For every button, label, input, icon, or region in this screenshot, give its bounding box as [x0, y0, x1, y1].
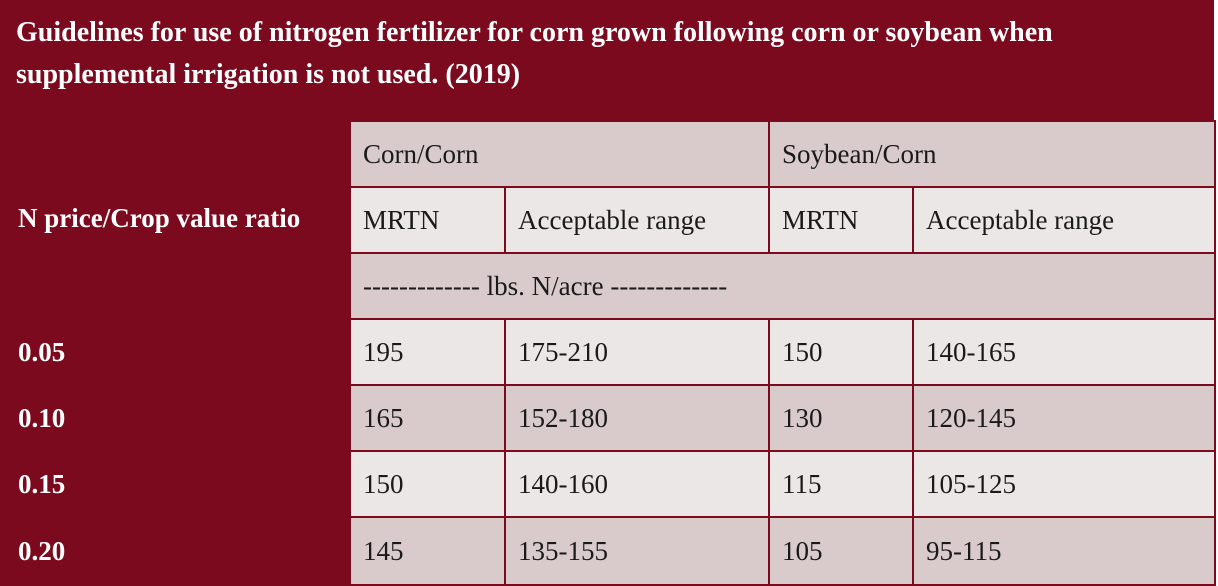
units: ------------- lbs. N/acre -------------: [348, 252, 1217, 320]
data-cell: 140-165: [912, 318, 1217, 386]
table-title: Guidelines for use of nitrogen fertilize…: [16, 17, 1053, 90]
subheader: MRTN: [768, 186, 915, 254]
row-label-header: N price/Crop value ratio: [0, 186, 351, 320]
subheader: Acceptable range: [503, 186, 771, 254]
data-cell: 195: [349, 318, 506, 386]
data-cell: 145: [349, 516, 506, 586]
data-row: 0.10 165 152-180 130 120-145: [0, 384, 1217, 452]
data-cell: 152-180: [503, 384, 771, 452]
row-label: 0.20: [0, 516, 351, 586]
data-cell: 150: [349, 450, 506, 518]
data-cell: 130: [768, 384, 915, 452]
data-cell: 165: [349, 384, 506, 452]
row-label: 0.15: [0, 450, 351, 518]
data-cell: 115: [768, 450, 915, 518]
table: Corn/Corn Soybean/Corn N price/Crop valu…: [0, 120, 1217, 586]
data-row: 0.05 195 175-210 150 140-165: [0, 318, 1217, 386]
data-cell: 95-115: [912, 516, 1217, 586]
row-label: 0.10: [0, 384, 351, 452]
data-cell: 150: [768, 318, 915, 386]
subheader: MRTN: [349, 186, 506, 254]
table-body: Corn/Corn Soybean/Corn N price/Crop valu…: [0, 120, 1217, 586]
data-row: 0.20 145 135-155 105 95-115: [0, 516, 1217, 586]
data-cell: 175-210: [503, 318, 771, 386]
data-cell: 105-125: [912, 450, 1217, 518]
subheader-row: N price/Crop value ratio MRTN Acceptable…: [0, 186, 1217, 320]
subheader: Acceptable range: [912, 186, 1217, 254]
row-label: 0.05: [0, 318, 351, 386]
data-cell: 140-160: [503, 450, 771, 518]
units-row: ------------- lbs. N/acre -------------: [1, 252, 1217, 320]
data-row: 0.15 150 140-160 115 105-125: [0, 450, 1217, 518]
data-cell: 135-155: [503, 516, 771, 586]
group-header: Corn/Corn: [348, 120, 771, 188]
data-cell: 105: [768, 516, 915, 586]
group-row: Corn/Corn Soybean/Corn: [0, 120, 1217, 188]
data-cell: 120-145: [912, 384, 1217, 452]
group-header: Soybean/Corn: [768, 120, 1217, 188]
blank-cell: [0, 120, 351, 188]
